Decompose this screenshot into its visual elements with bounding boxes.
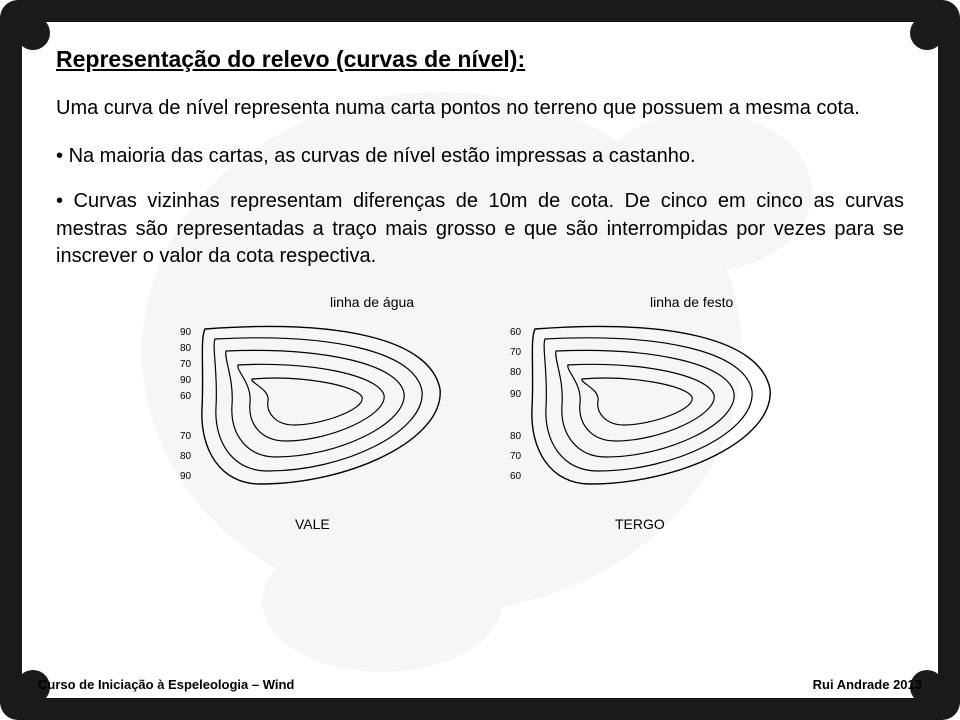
label-linha-festo: linha de festo	[650, 294, 733, 310]
tick: 60	[510, 471, 522, 482]
tick: 80	[180, 343, 192, 354]
tick: 60	[510, 327, 522, 338]
label-linha-agua: linha de água	[330, 294, 414, 310]
tick: 80	[510, 431, 522, 442]
figure-container: linha de água 90 80 70 90 60 70 80 90	[56, 289, 904, 549]
tick: 90	[180, 471, 192, 482]
footer-left: Curso de Iniciação à Espeleologia – Wind	[38, 677, 294, 692]
tick: 90	[180, 375, 192, 386]
tick: 90	[180, 327, 192, 338]
intro-paragraph: Uma curva de nível representa numa carta…	[56, 95, 904, 123]
label-tergo: TERGO	[615, 516, 665, 532]
slide-title: Representação do relevo (curvas de nível…	[56, 46, 904, 73]
tick: 60	[180, 391, 192, 402]
tick: 80	[510, 367, 522, 378]
bullet-text: Na maioria das cartas, as curvas de níve…	[69, 145, 696, 167]
slide-frame: Representação do relevo (curvas de nível…	[0, 0, 960, 720]
footer: Curso de Iniciação à Espeleologia – Wind…	[38, 677, 922, 692]
bullet-item: Curvas vizinhas representam diferenças d…	[56, 188, 904, 271]
vale-group: linha de água 90 80 70 90 60 70 80 90	[180, 294, 440, 532]
tick: 70	[180, 359, 192, 370]
bullet-item: Na maioria das cartas, as curvas de níve…	[56, 143, 904, 171]
tergo-group: linha de festo 60 70 80 90 80 70 60 TERG…	[510, 294, 770, 532]
bullet-text: Curvas vizinhas representam diferenças d…	[56, 190, 904, 267]
footer-right: Rui Andrade 2013	[813, 677, 922, 692]
tick: 70	[510, 451, 522, 462]
tick: 90	[510, 389, 522, 400]
tick: 70	[510, 347, 522, 358]
content-area: Representação do relevo (curvas de nível…	[22, 22, 938, 549]
tick: 80	[180, 451, 192, 462]
label-vale: VALE	[295, 516, 330, 532]
tick: 70	[180, 431, 192, 442]
contour-figure: linha de água 90 80 70 90 60 70 80 90	[160, 289, 800, 549]
